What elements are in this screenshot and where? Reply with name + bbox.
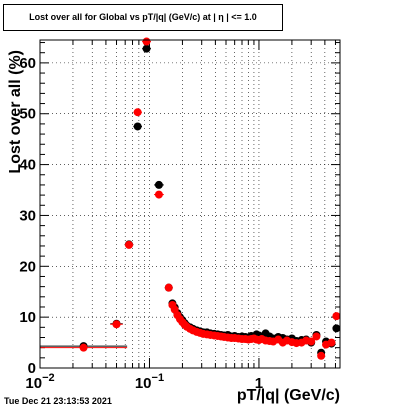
x-tick-label: 1	[255, 375, 263, 392]
x-tick-label: 10−2	[25, 372, 54, 392]
data-point	[142, 44, 151, 53]
data-point	[317, 351, 326, 360]
data-point	[133, 108, 142, 117]
data-point	[124, 240, 133, 249]
y-tick-label: 0	[28, 360, 36, 377]
data-point	[154, 190, 163, 199]
data-point	[112, 320, 121, 329]
data-point	[133, 122, 142, 131]
plot-frame	[39, 39, 341, 369]
data-point	[332, 312, 341, 321]
y-tick-label: 10	[19, 309, 36, 326]
data-point	[164, 283, 173, 292]
y-tick-label: 20	[19, 258, 36, 275]
data-point	[307, 337, 316, 346]
y-tick-label: 30	[19, 207, 36, 224]
y-axis-title: Lost over all (%)	[7, 50, 24, 174]
data-point	[312, 332, 321, 341]
x-axis-title: pT/|q| (GeV/c)	[237, 387, 340, 404]
axis-ticks	[39, 40, 340, 369]
chart-title: Lost over all for Global vs pT/|q| (GeV/…	[3, 4, 283, 31]
series-group	[40, 44, 341, 357]
data-point	[332, 324, 341, 333]
y-tick-label: 60	[19, 55, 36, 72]
data-point	[327, 338, 336, 347]
data-point	[154, 180, 163, 189]
grid-lines	[40, 40, 340, 368]
series-group	[40, 37, 341, 360]
y-tick-label: 40	[19, 157, 36, 174]
data-point	[142, 37, 151, 46]
tick-labels: 0 10 20 30 40 50 60 10−2 10−1 1	[19, 55, 263, 392]
x-tick-label: 10−1	[135, 372, 164, 392]
timestamp: Tue Dec 21 23:13:53 2021	[4, 396, 112, 406]
data-series	[40, 37, 341, 360]
y-tick-label: 50	[19, 106, 36, 123]
data-point	[79, 343, 88, 352]
